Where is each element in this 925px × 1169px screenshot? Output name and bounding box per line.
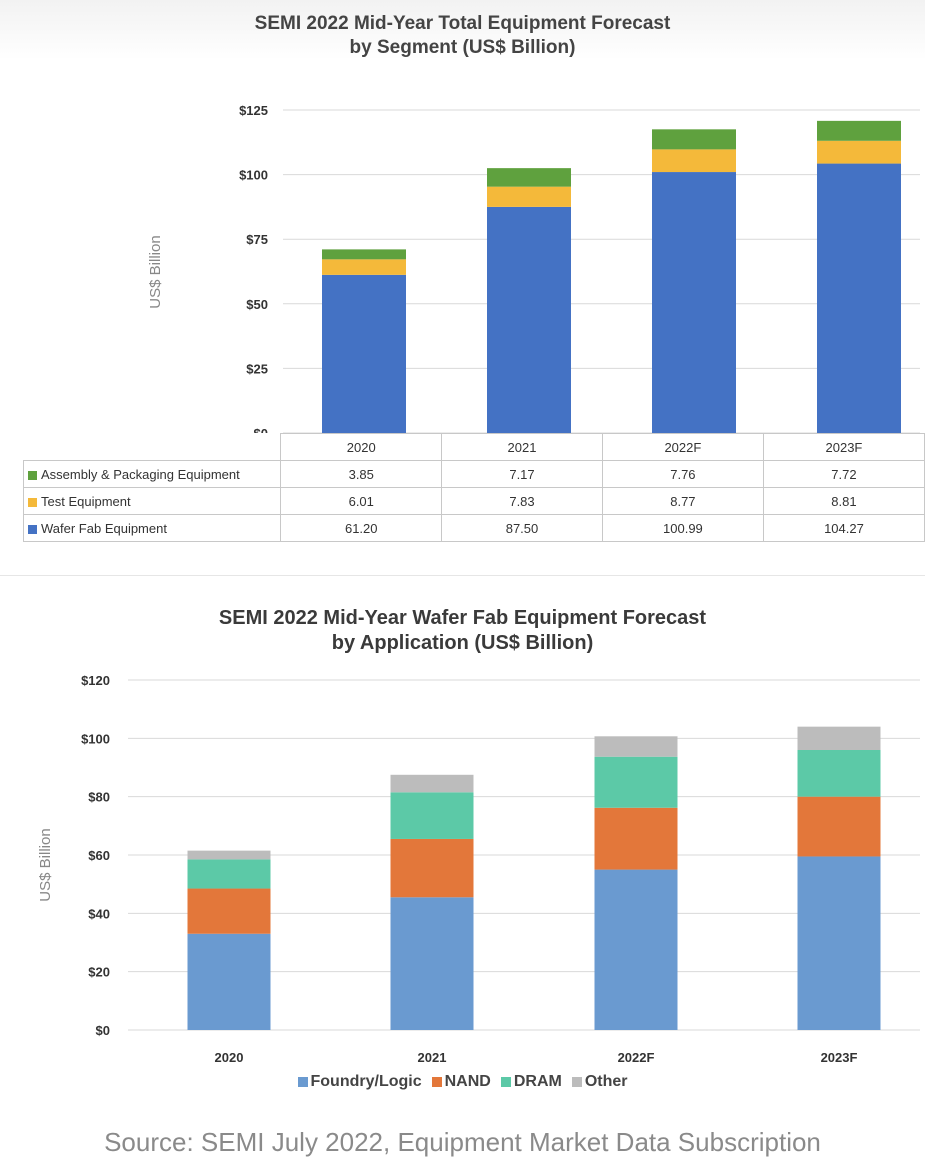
segment-y-tick-label: $50 [246, 297, 268, 312]
application-chart-title-line2: by Application (US$ Billion) [331, 632, 594, 654]
application-bar-other-2022f [594, 736, 678, 757]
application-y-tick-label: $40 [88, 906, 110, 921]
segment-bar-wafer-fab-equipment-2023f [817, 163, 901, 433]
segment-chart-title-line1: SEMI 2022 Mid-Year Total Equipment Forec… [254, 13, 671, 34]
table-value-cell: 7.72 [762, 460, 925, 488]
segment-bar-wafer-fab-equipment-2021 [487, 206, 571, 433]
segment-bar-wafer-fab-equipment-2020 [322, 274, 406, 433]
application-bar-nand-2021 [390, 838, 474, 898]
application-bar-nand-2023f [797, 796, 881, 857]
application-bar-foundry-logic-2021 [390, 897, 474, 1030]
application-x-tick-label: 2021 [418, 1050, 447, 1065]
application-y-tick-label: $80 [88, 790, 110, 805]
application-chart-panel: SEMI 2022 Mid-Year Wafer Fab Equipment F… [0, 575, 925, 1101]
application-bar-nand-2020 [187, 888, 271, 934]
table-value-cell: 61.20 [280, 514, 443, 542]
segment-bar-test-equipment-2023f [817, 140, 901, 164]
legend-swatch [431, 1076, 442, 1087]
table-row-assembly-packaging-equipment: Assembly & Packaging Equipment 3.85 7.17 7.… [22, 460, 925, 488]
application-bar-foundry-logic-2023f [797, 856, 881, 1030]
table-value-cell: 6.01 [280, 487, 443, 515]
table-category-header: 2022F [601, 433, 764, 461]
table-series-label: Assembly & Packaging Equipment [22, 460, 282, 488]
table-row-test-equipment: Test Equipment 6.01 7.83 8.77 8.81 [22, 487, 925, 515]
segment-bar-assembly-packaging-equipment-2020 [322, 249, 406, 260]
segment-bar-test-equipment-2021 [487, 186, 571, 207]
legend-swatch [28, 497, 37, 507]
legend-item-dram: DRAM [500, 1073, 562, 1091]
application-bar-dram-2022f [594, 756, 678, 808]
application-y-tick-label: $60 [88, 848, 110, 863]
segment-bar-test-equipment-2022f [652, 149, 736, 173]
table-value-cell: 87.50 [441, 514, 603, 542]
legend-label: DRAM [513, 1073, 562, 1090]
table-series-label: Test Equipment [22, 487, 282, 515]
application-bar-other-2020 [187, 850, 271, 860]
table-value-cell: 8.81 [762, 487, 925, 515]
application-bar-dram-2023f [797, 750, 881, 797]
legend-label: Foundry/Logic [310, 1073, 422, 1090]
legend-label: Other [584, 1073, 628, 1090]
application-x-tick-label: 2020 [215, 1050, 244, 1065]
legend-item-nand: NAND [431, 1073, 491, 1091]
application-bar-foundry-logic-2022f [594, 869, 678, 1030]
segment-bar-assembly-packaging-equipment-2023f [817, 120, 901, 141]
segment-chart-title: SEMI 2022 Mid-Year Total Equipment Forec… [0, 12, 925, 60]
table-category-header: 2021 [441, 433, 603, 461]
table-series-label: Wafer Fab Equipment [22, 514, 282, 542]
table-value-cell: 3.85 [280, 460, 443, 488]
segment-y-axis-label: US$ Billion [147, 235, 164, 308]
application-y-tick-label: $0 [96, 1023, 110, 1038]
application-bar-foundry-logic-2020 [187, 933, 271, 1030]
application-bar-other-2023f [797, 726, 881, 750]
table-row-wafer-fab-equipment: Wafer Fab Equipment 61.20 87.50 100.99 104.2… [22, 514, 925, 542]
segment-chart-panel: SEMI 2022 Mid-Year Total Equipment Forec… [0, 0, 925, 550]
segment-y-tick-label: $75 [246, 232, 268, 247]
segment-data-table: 2020 2021 2022F 2023F Assembly & Packaging E… [22, 433, 925, 542]
table-value-cell: 7.17 [441, 460, 603, 488]
legend-swatch [28, 524, 37, 534]
legend-swatch [297, 1076, 308, 1087]
application-bar-nand-2022f [594, 807, 678, 870]
segment-y-tick-label: $100 [239, 168, 268, 183]
application-chart-legend: Foundry/Logic NAND DRAM Other [0, 1073, 925, 1091]
segment-bar-test-equipment-2020 [322, 259, 406, 275]
table-header-row: 2020 2021 2022F 2023F [23, 433, 925, 461]
legend-item-foundry-logic: Foundry/Logic [297, 1073, 422, 1091]
segment-y-tick-label: $25 [246, 361, 268, 376]
table-category-header: 2020 [280, 433, 443, 461]
application-chart-plot: $0 $20 $40 $60 $80 $100 $120 US$ Billion 2020 202… [37, 673, 920, 1065]
table-value-cell: 7.76 [601, 460, 764, 488]
legend-item-other: Other [571, 1073, 628, 1091]
application-chart-title: SEMI 2022 Mid-Year Wafer Fab Equipment F… [0, 606, 925, 656]
application-x-tick-label: 2023F [821, 1050, 858, 1065]
segment-bar-assembly-packaging-equipment-2022f [652, 129, 736, 150]
table-value-cell: 8.77 [601, 487, 764, 515]
legend-swatch [500, 1076, 511, 1087]
application-bar-other-2021 [390, 774, 474, 793]
legend-swatch [28, 470, 37, 480]
application-y-tick-label: $120 [81, 673, 110, 688]
legend-swatch [571, 1076, 582, 1087]
application-bar-dram-2021 [390, 792, 474, 839]
source-caption: Source: SEMI July 2022, Equipment Market… [104, 1127, 821, 1157]
application-x-tick-label: 2022F [618, 1050, 655, 1065]
application-chart-title-line1: SEMI 2022 Mid-Year Wafer Fab Equipment F… [218, 607, 707, 629]
table-value-cell: 104.27 [762, 514, 925, 542]
application-y-tick-label: $100 [81, 731, 110, 746]
table-corner-cell [23, 433, 282, 461]
segment-chart-title-line2: by Segment (US$ Billion) [349, 36, 576, 58]
legend-label: NAND [444, 1073, 491, 1090]
application-y-axis-label: US$ Billion [37, 828, 54, 901]
segment-bar-wafer-fab-equipment-2022f [652, 172, 736, 433]
table-value-cell: 7.83 [441, 487, 603, 515]
table-category-header: 2023F [762, 433, 925, 461]
segment-bar-assembly-packaging-equipment-2021 [487, 168, 571, 187]
application-y-tick-label: $20 [88, 965, 110, 980]
segment-y-tick-label: $125 [239, 103, 268, 118]
table-value-cell: 100.99 [601, 514, 764, 542]
application-bar-dram-2020 [187, 859, 271, 889]
